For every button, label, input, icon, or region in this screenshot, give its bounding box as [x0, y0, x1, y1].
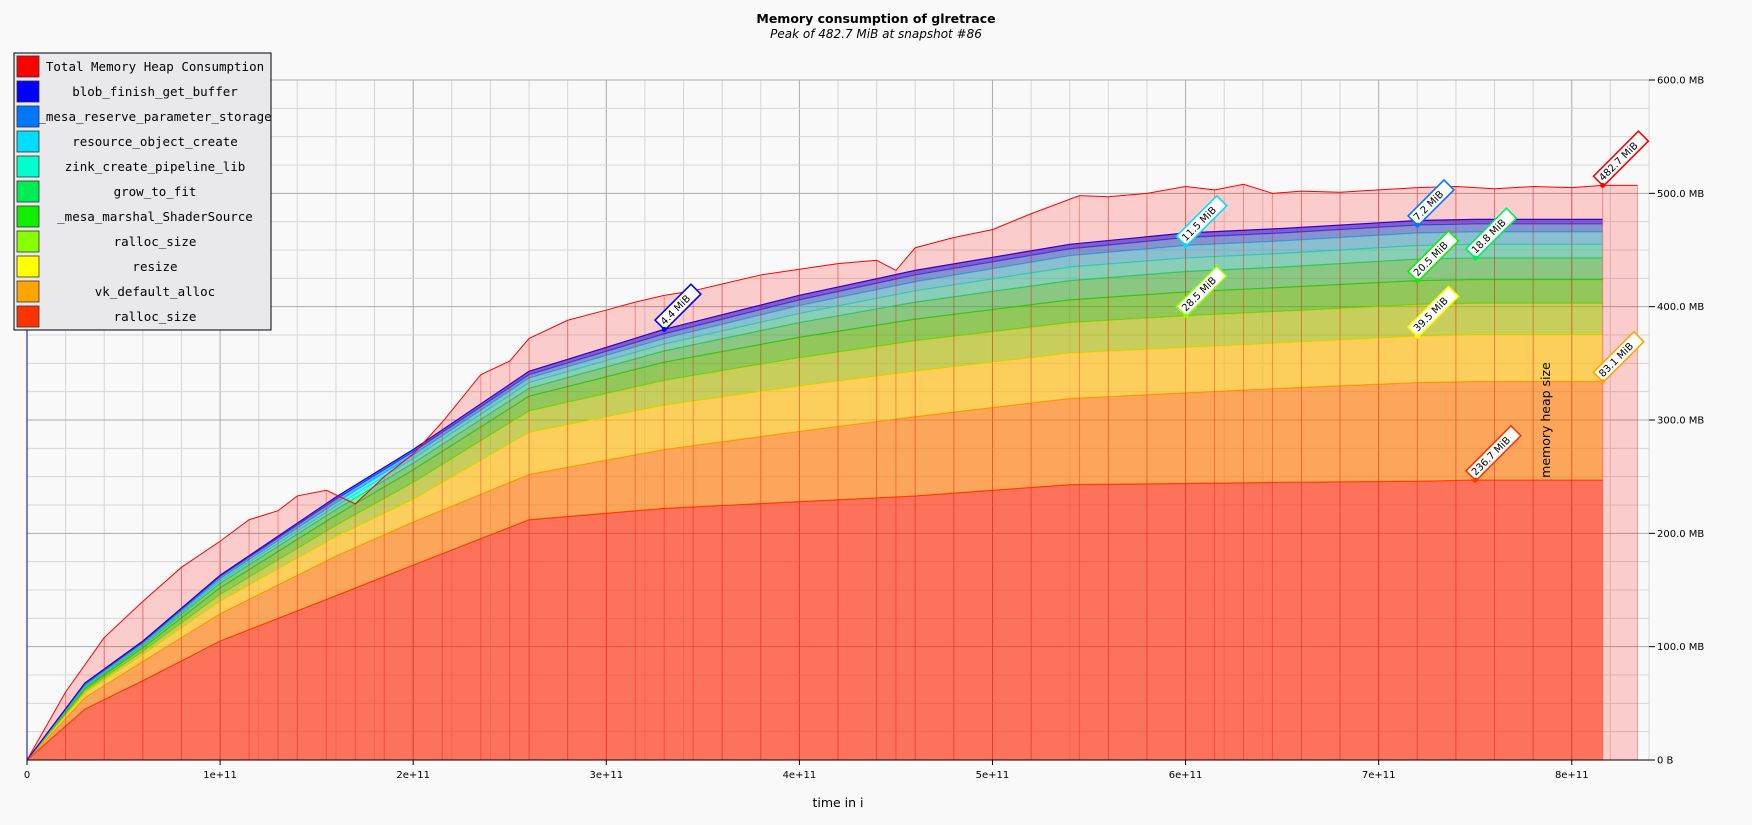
peak-label-8-box: [1406, 178, 1456, 227]
legend-swatch-6: [16, 205, 40, 228]
peak-label-5-box: [1464, 207, 1518, 260]
series-line-9: [26, 218, 1603, 761]
series-area-4: [27, 279, 1603, 760]
y-tick-label-4: 400.0 MB: [1657, 302, 1704, 313]
peak-label-4-marker: [1414, 278, 1420, 284]
legend-swatch-0: [16, 55, 40, 78]
legend-entry-10: ralloc_size: [114, 309, 197, 324]
legend-entry-8: resize: [132, 259, 177, 274]
peak-label-total-box: [1592, 130, 1650, 188]
legend-swatch-10: [16, 305, 40, 328]
legend-entry-0: Total Memory Heap Consumption: [46, 59, 264, 74]
y-tick-label-1: 100.0 MB: [1657, 642, 1704, 653]
y-tick-label-5: 500.0 MB: [1657, 189, 1704, 200]
x-tick-label-3: 3e+11: [589, 770, 623, 781]
peak-label-1-marker: [1600, 378, 1606, 384]
peak-label-9-box: [653, 283, 702, 332]
x-axis-ticks: 0 1e+11 2e+11 3e+11 4e+11 5e+11 6e+11 7e+11 8e+1…: [24, 760, 1589, 781]
x-tick-label-5: 5e+11: [976, 770, 1010, 781]
chart-title: Memory consumption of glretrace: [756, 11, 995, 26]
legend-swatch-3: [16, 130, 40, 153]
x-tick-label-6: 6e+11: [1169, 770, 1203, 781]
x-tick-label-1: 1e+11: [203, 770, 237, 781]
series-area-1: [27, 381, 1603, 760]
legend-entry-7: ralloc_size: [114, 234, 197, 249]
peak-label-0-marker: [1472, 477, 1478, 483]
x-tick-label-2: 2e+11: [396, 770, 430, 781]
legend-swatch-1: [16, 80, 40, 103]
legend-entry-6: _mesa_marshal_ShaderSource: [57, 209, 253, 224]
peak-label-7-marker: [1183, 242, 1189, 248]
peak-label-2-box: [1406, 285, 1460, 338]
total-line: [26, 183, 1638, 761]
y-tick-label-6: 600.0 MB: [1657, 76, 1704, 87]
peak-label-1-box: [1592, 330, 1645, 384]
legend-entry-4: zink_create_pipeline_lib: [65, 159, 246, 174]
peak-label-4-box: [1406, 229, 1460, 283]
peak-label-total-marker: [1600, 182, 1606, 188]
peak-label-7-box: [1175, 194, 1228, 248]
y-axis-label: memory heap size: [1538, 362, 1553, 478]
legend-swatch-7: [16, 230, 40, 253]
peak-label-8-marker: [1414, 222, 1420, 228]
legend-entry-9: vk_default_alloc: [95, 284, 215, 299]
peak-label-5-marker: [1472, 255, 1478, 261]
legend-entry-1: blob_finish_get_buffer: [72, 84, 238, 99]
y-tick-label-3: 300.0 MB: [1657, 416, 1704, 427]
legend-swatch-8: [16, 255, 40, 278]
total-area: [27, 184, 1638, 760]
legend: Total Memory Heap Consumption blob_finish…: [13, 52, 272, 331]
x-tick-label-4: 4e+11: [783, 770, 817, 781]
x-tick-label-8: 8e+11: [1555, 770, 1589, 781]
series-area-2: [27, 335, 1603, 760]
y-tick-label-0: 0 B: [1657, 756, 1674, 767]
peak-label-3-marker: [1183, 313, 1189, 319]
x-tick-label-7: 7e+11: [1362, 770, 1396, 781]
y-axis-ticks: 0 B 100.0 MB 200.0 MB 300.0 MB 400.0 MB 500.0…: [1649, 76, 1704, 767]
legend-entry-3: resource_object_create: [72, 134, 238, 149]
legend-swatch-4: [16, 155, 40, 178]
legend-swatch-2: [16, 105, 40, 128]
peak-label-total-text: 482.7 MiB: [1597, 140, 1640, 183]
stacked-areas: [26, 183, 1638, 761]
x-axis-label: time in i: [812, 795, 863, 810]
legend-box: [13, 52, 272, 331]
series-area-0: [27, 480, 1603, 760]
peak-label-3-box: [1175, 264, 1228, 318]
legend-entry-2: _mesa_reserve_parameter_storage: [38, 109, 271, 124]
legend-swatch-9: [16, 280, 40, 303]
y-tick-label-2: 200.0 MB: [1657, 529, 1704, 540]
peak-label-total: 482.7 MiB: [1592, 130, 1650, 188]
series-area-3: [27, 303, 1603, 760]
legend-entry-5: grow_to_fit: [114, 184, 197, 199]
chart-subtitle: Peak of 482.7 MiB at snapshot #86: [770, 27, 982, 41]
legend-swatch-5: [16, 180, 40, 203]
peak-label-2-marker: [1414, 333, 1420, 339]
peak-label-0-box: [1464, 424, 1523, 482]
series-area-5: [27, 257, 1603, 760]
x-tick-label-0: 0: [24, 770, 30, 781]
peak-label-9-marker: [661, 326, 667, 332]
